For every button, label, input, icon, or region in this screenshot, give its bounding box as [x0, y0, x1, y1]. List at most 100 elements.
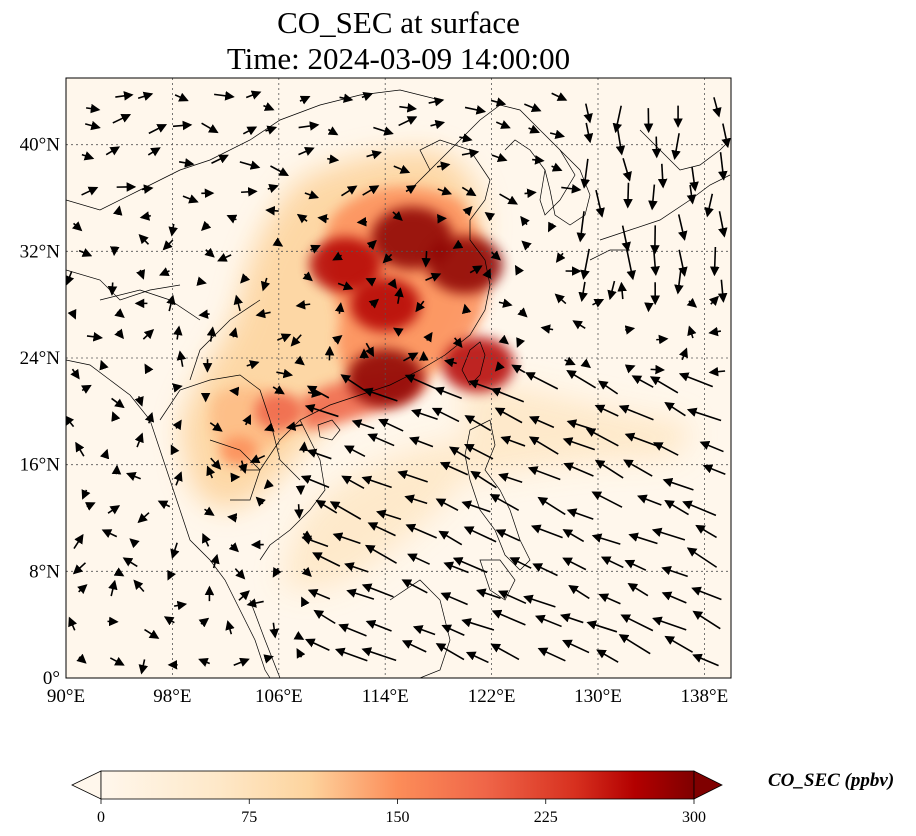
wind-arrow [276, 368, 294, 379]
wind-arrow [113, 205, 123, 216]
wind-arrow [356, 217, 368, 227]
colorbar-tick-label: 75 [241, 809, 257, 826]
wind-arrow [514, 264, 524, 276]
wind-arrow [461, 148, 480, 159]
wind-arrow [351, 419, 375, 430]
wind-arrow [144, 363, 154, 375]
wind-arrow [366, 239, 377, 250]
wind-arrow [452, 557, 488, 574]
wind-arrow [138, 659, 149, 675]
wind-arrow [489, 494, 520, 512]
wind-arrow [105, 146, 121, 156]
wind-arrow [404, 494, 428, 505]
wind-arrow [664, 635, 693, 653]
colorbar-tick-label: 225 [534, 809, 558, 826]
wind-arrow [228, 327, 238, 338]
wind-arrow [401, 640, 427, 653]
wind-arrow [168, 223, 178, 237]
wind-arrow [198, 309, 210, 319]
wind-arrow [364, 544, 397, 564]
lat-tick-label: 16°N [20, 455, 61, 476]
wind-arrow [341, 475, 365, 490]
wind-arrow [367, 522, 396, 537]
lat-tick-label: 8°N [29, 561, 60, 582]
lon-tick-label: 90°E [47, 686, 85, 707]
wind-arrow [583, 103, 593, 124]
wind-arrow [361, 475, 392, 489]
wind-arrow [591, 491, 623, 508]
wind-arrow [586, 620, 618, 633]
wind-arrow [81, 186, 99, 196]
wind-arrow [662, 477, 694, 491]
lat-tick-label: 0° [43, 668, 60, 689]
colorbar-tick-label: 0 [97, 809, 105, 826]
wind-arrow [461, 500, 491, 513]
wind-arrow [285, 421, 303, 431]
wind-arrow [365, 342, 375, 358]
wind-arrow [537, 496, 566, 516]
wind-arrow [652, 442, 679, 456]
lon-tick-label: 98°E [153, 686, 191, 707]
wind-arrow [528, 415, 555, 429]
wind-arrow [172, 383, 183, 393]
colorbar-tick-label: 150 [386, 809, 410, 826]
wind-arrow [305, 638, 330, 651]
wind-arrow [421, 250, 432, 268]
wind-arrow [548, 221, 557, 233]
wind-arrow [290, 334, 302, 347]
wind-arrow [452, 337, 463, 349]
wind-arrow [407, 553, 430, 565]
wind-arrow [71, 221, 83, 232]
wind-arrow [438, 530, 463, 546]
wind-arrow [144, 628, 160, 639]
wind-arrow [157, 500, 171, 510]
wind-arrow [594, 459, 624, 479]
wind-arrow [107, 505, 121, 515]
wind-arrow [67, 308, 77, 320]
wind-arrow [516, 337, 526, 348]
wind-arrow [494, 407, 523, 424]
wind-arrow [298, 121, 320, 131]
wind-arrow [77, 584, 88, 595]
chart-title: CO_SEC at surface [277, 5, 520, 40]
wind-arrow [373, 126, 394, 136]
wind-arrow [620, 614, 654, 632]
wind-arrow [334, 647, 368, 662]
wind-arrow [242, 414, 251, 426]
wind-arrow [295, 300, 311, 310]
wind-arrow [122, 557, 138, 568]
wind-arrow [405, 523, 437, 539]
wind-arrow [226, 214, 238, 224]
wind-arrow [362, 387, 398, 402]
wind-arrow [511, 364, 526, 374]
wind-arrow [198, 617, 210, 628]
wind-arrow [695, 524, 717, 539]
wind-arrow [376, 509, 402, 520]
wind-arrow [159, 267, 170, 276]
wind-arrow [491, 609, 526, 626]
wind-arrow [362, 185, 380, 196]
wind-arrow [397, 470, 428, 483]
wind-arrow [554, 293, 567, 305]
wind-arrow [661, 591, 687, 604]
wind-arrow [293, 631, 305, 640]
wind-arrow [679, 347, 688, 361]
wind-arrow [296, 648, 306, 659]
wind-arrow [137, 91, 154, 101]
wind-arrow [108, 579, 118, 597]
wind-arrow [678, 249, 688, 277]
wind-arrow [367, 433, 395, 447]
wind-arrow [624, 325, 636, 335]
wind-arrow [68, 616, 78, 631]
wind-arrow [699, 440, 724, 453]
wind-arrow [624, 432, 657, 447]
wind-arrow [114, 328, 124, 340]
wind-arrow [176, 350, 187, 367]
wind-arrow [595, 189, 605, 218]
wind-arrow [568, 584, 590, 600]
wind-arrow [490, 643, 520, 661]
wind-arrow [534, 614, 562, 628]
wind-arrow [229, 386, 240, 397]
wind-arrow [405, 185, 417, 195]
wind-arrow [600, 556, 624, 569]
